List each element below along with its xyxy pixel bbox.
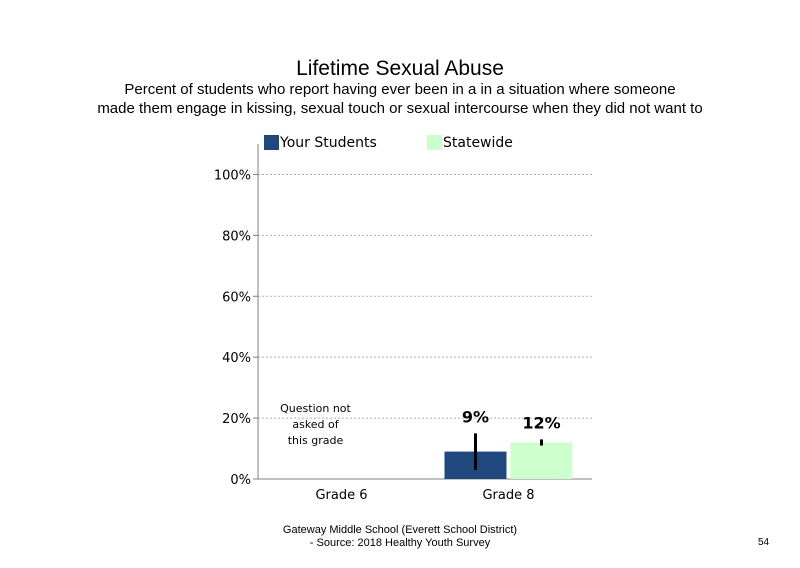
legend-swatch-your-students [264,135,279,150]
legend-label-your-students: Your Students [280,135,377,151]
annotation-not-asked: Question not asked of this grade [280,402,351,447]
page-number: 54 [758,537,770,548]
y-tick-label: 80% [222,229,251,244]
legend-swatch-statewide [427,135,442,150]
y-tick-label: 60% [222,290,251,305]
y-tick-label: 0% [230,473,251,488]
y-tick-label: 40% [222,351,251,366]
subtitle-line-1: Percent of students who report having ev… [124,81,676,98]
bar-statewide [510,442,573,479]
y-tick-label: 20% [222,412,251,427]
data-label: 9% [462,407,489,426]
x-tick-label: Grade 6 [315,488,367,503]
x-tick-label: Grade 8 [482,488,534,503]
subtitle-line-2: made them engage in kissing, sexual touc… [97,100,703,117]
legend-label-statewide: Statewide [443,135,513,151]
annotation-line: this grade [288,434,344,447]
y-tick-label: 100% [214,168,251,183]
footer-line-2: - Source: 2018 Healthy Youth Survey [309,537,491,549]
chart-subtitle: Percent of students who report having ev… [0,80,800,118]
footer-source: Gateway Middle School (Everett School Di… [200,524,600,550]
annotation-line: Question not [280,402,351,415]
footer-line-1: Gateway Middle School (Everett School Di… [282,524,518,536]
chart-title: Lifetime Sexual Abuse [296,57,504,80]
data-label: 12% [522,413,560,432]
annotation-line: asked of [292,418,339,431]
